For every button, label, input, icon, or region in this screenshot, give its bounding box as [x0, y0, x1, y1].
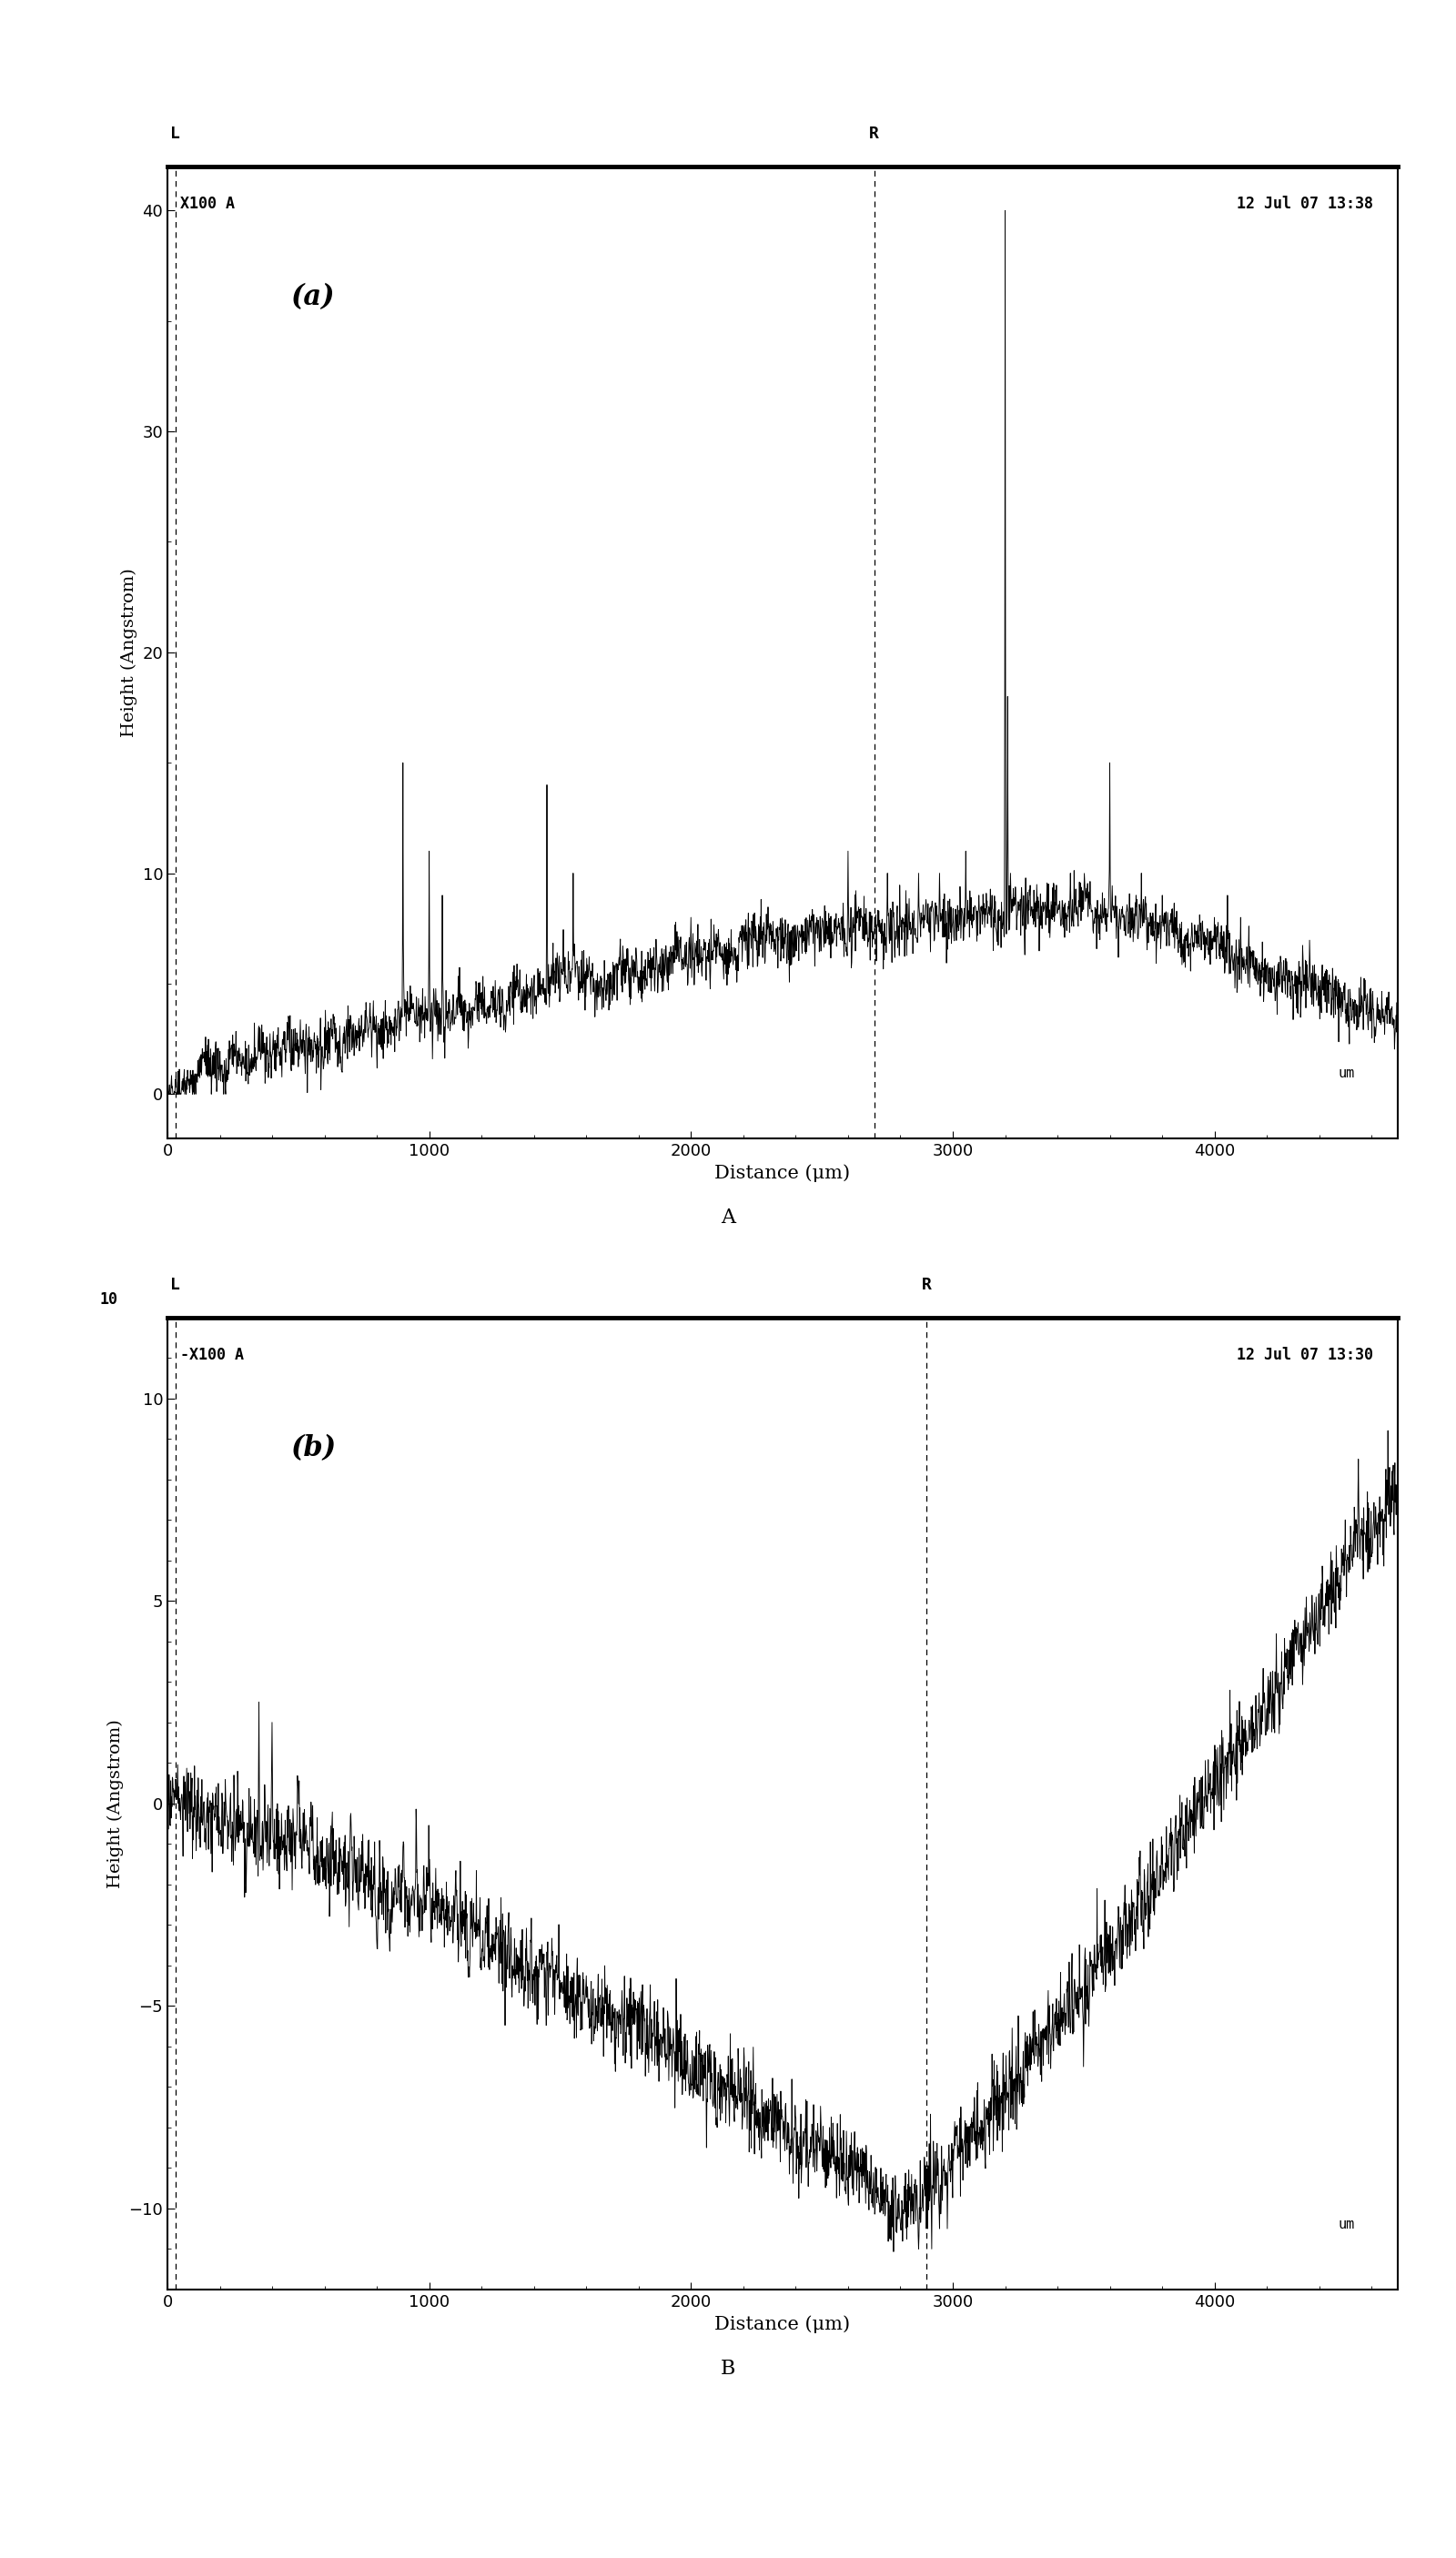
- Text: X100 A: X100 A: [179, 194, 234, 212]
- Text: A: A: [721, 1207, 735, 1228]
- Text: L: L: [170, 1276, 181, 1294]
- Text: R: R: [869, 125, 879, 141]
- Y-axis label: Height (Angstrom): Height (Angstrom): [106, 1719, 124, 1888]
- X-axis label: Distance (μm): Distance (μm): [715, 2315, 850, 2333]
- Text: (b): (b): [291, 1435, 336, 1463]
- Text: 10: 10: [100, 1292, 118, 1307]
- Text: 12 Jul 07 13:30: 12 Jul 07 13:30: [1236, 1346, 1373, 1363]
- Text: 12 Jul 07 13:38: 12 Jul 07 13:38: [1236, 194, 1373, 212]
- X-axis label: Distance (μm): Distance (μm): [715, 1164, 850, 1182]
- Text: um: um: [1338, 2218, 1354, 2231]
- Text: (a): (a): [291, 284, 335, 312]
- Text: R: R: [922, 1276, 932, 1294]
- Text: um: um: [1338, 1067, 1354, 1079]
- Text: L: L: [170, 125, 181, 141]
- Y-axis label: Height (Angstrom): Height (Angstrom): [121, 568, 137, 737]
- Text: -X100 A: -X100 A: [179, 1346, 243, 1363]
- Text: B: B: [721, 2358, 735, 2379]
